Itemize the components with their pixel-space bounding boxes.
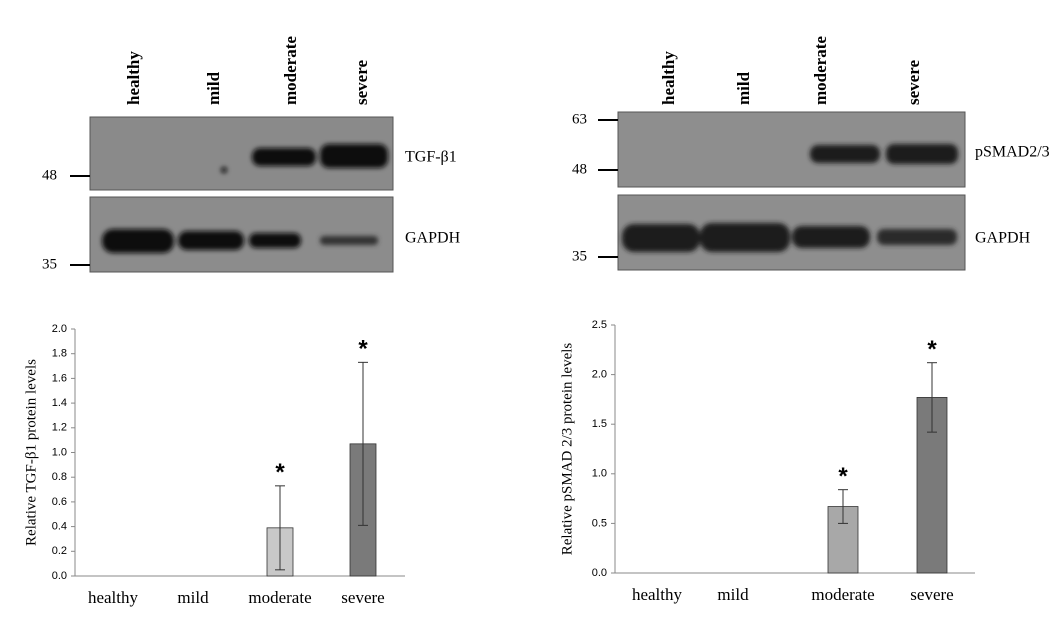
y-tick-label: 0.4 bbox=[52, 521, 67, 533]
significance-label: * bbox=[838, 463, 848, 490]
bands bbox=[622, 144, 958, 252]
significance-label: * bbox=[358, 336, 368, 363]
blot-left: healthy mild moderate severe 48 35 TGF-β… bbox=[42, 36, 461, 273]
y-tick-label: 1.2 bbox=[52, 422, 67, 434]
lane-label: healthy bbox=[124, 51, 143, 105]
x-tick-label: healthy bbox=[632, 585, 683, 604]
x-tick-label: healthy bbox=[88, 588, 139, 607]
lane-label: mild bbox=[204, 71, 223, 105]
marker-label: 63 bbox=[572, 111, 587, 127]
y-tick-label: 1.0 bbox=[592, 468, 607, 480]
band-label: pSMAD2/3 bbox=[975, 144, 1050, 161]
y-tick-label: 1.0 bbox=[52, 446, 67, 458]
marker-label: 48 bbox=[572, 161, 587, 177]
y-axis-label: Relative pSMAD 2/3 protein levels bbox=[559, 343, 575, 556]
y-tick-label: 0.6 bbox=[52, 496, 67, 508]
significance-label: * bbox=[275, 459, 285, 486]
y-tick-label: 0.8 bbox=[52, 471, 67, 483]
lane-label: mild bbox=[734, 71, 753, 105]
band-label: TGF-β1 bbox=[405, 149, 457, 166]
lane-label: healthy bbox=[659, 51, 678, 105]
y-tick-label: 0.0 bbox=[592, 567, 607, 579]
y-tick-label: 0.0 bbox=[52, 570, 67, 582]
x-tick-label: severe bbox=[910, 585, 953, 604]
x-tick-label: mild bbox=[177, 588, 209, 607]
lane-label: severe bbox=[352, 60, 371, 105]
significance-label: * bbox=[927, 336, 937, 363]
y-tick-label: 2.5 bbox=[592, 319, 607, 331]
x-tick-label: moderate bbox=[811, 585, 874, 604]
band-label: GAPDH bbox=[405, 230, 461, 247]
y-tick-label: 2.0 bbox=[52, 323, 67, 335]
y-tick-label: 1.8 bbox=[52, 348, 67, 360]
y-tick-label: 1.4 bbox=[52, 397, 67, 409]
x-tick-label: mild bbox=[717, 585, 749, 604]
bands bbox=[102, 144, 388, 253]
x-tick-label: severe bbox=[341, 588, 384, 607]
y-tick-label: 1.6 bbox=[52, 372, 67, 384]
y-tick-label: 2.0 bbox=[592, 369, 607, 381]
lane-label: severe bbox=[904, 60, 923, 105]
y-axis-label: Relative TGF-β1 protein levels bbox=[23, 359, 39, 546]
marker-label: 48 bbox=[42, 167, 57, 183]
marker-label: 35 bbox=[42, 256, 57, 272]
x-tick-label: moderate bbox=[248, 588, 311, 607]
marker-label: 35 bbox=[572, 248, 587, 264]
blot-right: healthy mild moderate severe 63 48 35 pS… bbox=[572, 36, 1050, 271]
lane-label: moderate bbox=[281, 36, 300, 105]
lane-label: moderate bbox=[811, 36, 830, 105]
y-tick-label: 1.5 bbox=[592, 418, 607, 430]
y-tick-label: 0.5 bbox=[592, 517, 607, 529]
band-label: GAPDH bbox=[975, 230, 1031, 247]
y-tick-label: 0.2 bbox=[52, 545, 67, 557]
